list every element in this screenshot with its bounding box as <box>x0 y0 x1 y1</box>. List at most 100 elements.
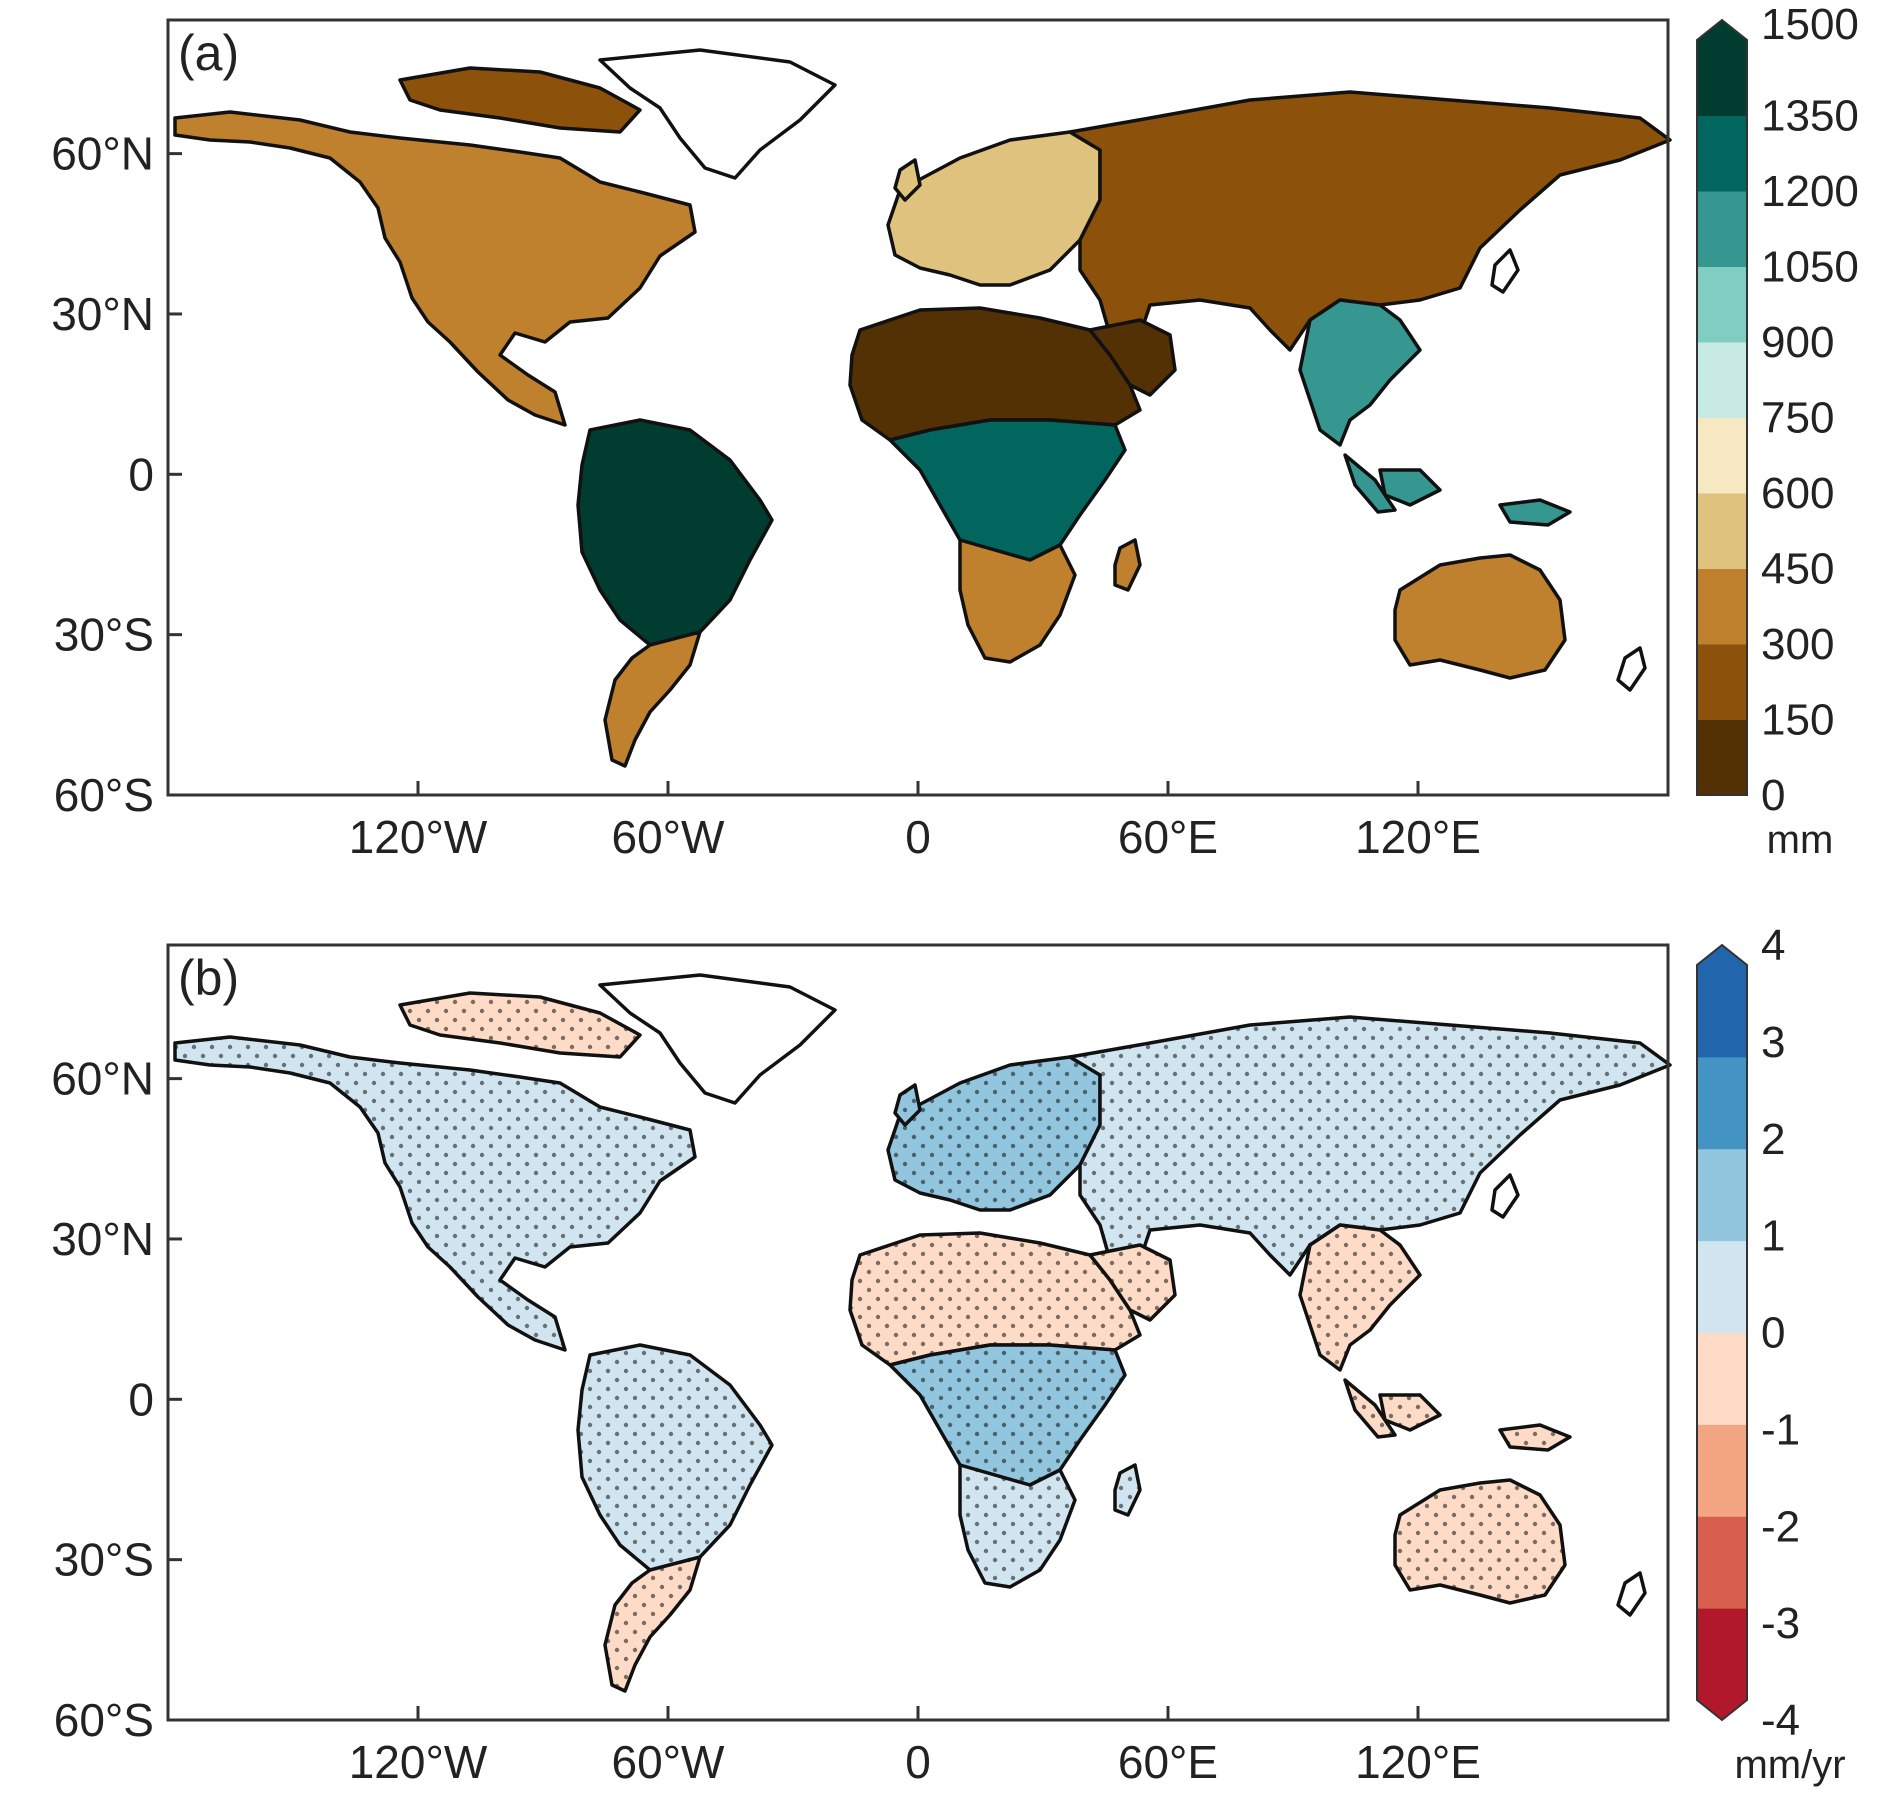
colorbar-tick-label: 300 <box>1761 620 1834 669</box>
y-tick-label: 60°S <box>54 1694 154 1746</box>
y-tick-label: 0 <box>128 1373 154 1425</box>
colorbar-tick-label: 150 <box>1761 696 1834 745</box>
x-tick-label: 0 <box>905 811 931 863</box>
colorbar-tick-label: -4 <box>1761 1696 1800 1745</box>
stipple-se_asia <box>1380 1395 1440 1430</box>
colorbar-segment <box>1697 417 1747 494</box>
land-se_asia <box>1498 498 1572 527</box>
colorbar-tick-label: 1050 <box>1761 243 1859 292</box>
stipple-central_africa <box>890 1345 1125 1485</box>
colorbar-segment <box>1697 266 1747 343</box>
stipple-southern_africa <box>1115 1465 1140 1515</box>
stipple-north_america <box>175 1037 695 1350</box>
land-central_africa <box>888 418 1127 562</box>
colorbar-segment <box>1697 191 1747 267</box>
stipple-canada <box>400 993 640 1057</box>
colorbar-tick-label: 0 <box>1761 1309 1785 1358</box>
land-north_america <box>173 110 697 427</box>
colorbar-extend-max <box>1697 20 1747 40</box>
land-islands <box>1490 248 1520 294</box>
colorbar-segment <box>1697 568 1747 645</box>
land-sahara <box>1088 318 1177 397</box>
y-tick-label: 60°N <box>51 128 154 180</box>
colorbar-segment <box>1697 1148 1747 1242</box>
colorbar: 4 3 2 1 0 -1 -2 -3 -4mm/yr <box>1696 921 1846 1787</box>
colorbar-segment <box>1697 1332 1747 1425</box>
y-tick-label: 30°S <box>54 1534 154 1586</box>
colorbar-tick-label: 3 <box>1761 1018 1785 1067</box>
colorbar-tick-label: 2 <box>1761 1115 1785 1164</box>
y-tick-label: 0 <box>128 448 154 500</box>
y-tick-label: 30°S <box>54 609 154 661</box>
stipple-sahara <box>850 1233 1140 1365</box>
colorbar-tick-label: 0 <box>1761 771 1785 820</box>
stipple-asia <box>1070 1017 1670 1275</box>
colorbar-tick-label: -1 <box>1761 1405 1800 1454</box>
colorbar-tick-label: 1 <box>1761 1212 1785 1261</box>
land-islands <box>1616 1571 1647 1617</box>
y-tick-label: 60°N <box>51 1053 154 1105</box>
land-islands <box>1490 1173 1520 1219</box>
stipple-sahara <box>1090 1245 1175 1320</box>
colorbar-segment <box>1697 493 1747 569</box>
colorbar-tick-label: 750 <box>1761 394 1834 443</box>
colorbar-segment <box>1697 644 1747 720</box>
land-south_america_south <box>603 630 702 768</box>
land-se_asia <box>1343 453 1397 514</box>
colorbar-tick-label: 450 <box>1761 545 1834 594</box>
stipple-south_america_amazon <box>578 1345 772 1575</box>
colorbar-extend-min <box>1697 1700 1747 1720</box>
y-tick-label: 60°S <box>54 769 154 821</box>
stipple-se_asia <box>1345 1380 1395 1437</box>
panel-b: (b) 60°N 30°N 0 30°S 60°S 120°W 60°W 0 60°E 120°E 4… <box>51 921 1845 1788</box>
land-europe <box>893 158 922 202</box>
stipple-south_america_south <box>605 1557 700 1691</box>
land-layer <box>173 48 1672 768</box>
colorbar-segment <box>1697 1424 1747 1517</box>
panel-a: (a) 60°N 30°N 0 30°S 60°S 120°W 60°W 0 60°E 120°E 1… <box>51 0 1859 863</box>
land-australia <box>1393 553 1567 680</box>
colorbar-tick-label: 1200 <box>1761 167 1859 216</box>
land-southern_africa <box>958 538 1077 664</box>
land-layer <box>173 973 1672 1693</box>
colorbar-tick-label: 4 <box>1761 921 1785 970</box>
x-tick-label: 120°W <box>349 811 488 863</box>
colorbar-segment <box>1697 1056 1747 1150</box>
x-tick-label: 60°W <box>612 1736 726 1788</box>
stipple-australia <box>1395 1480 1565 1603</box>
panel-label: (a) <box>178 25 239 81</box>
colorbar-tick-label: 900 <box>1761 318 1834 367</box>
land-greenland <box>598 48 837 180</box>
stipple-europe <box>888 1057 1100 1210</box>
colorbar-unit: mm <box>1767 818 1834 862</box>
colorbar-tick-label: 600 <box>1761 469 1834 518</box>
colorbar-segment <box>1697 965 1747 1058</box>
colorbar-tick-label: -3 <box>1761 1599 1800 1648</box>
land-islands <box>1616 646 1647 692</box>
colorbar-outline <box>1696 18 1748 796</box>
colorbar-segment <box>1697 40 1747 116</box>
colorbar-segment <box>1697 1240 1747 1333</box>
land-greenland <box>598 973 837 1105</box>
colorbar-unit: mm/yr <box>1734 1743 1845 1787</box>
stipple-se_asia <box>1500 1425 1570 1450</box>
colorbar-tick-label: 1350 <box>1761 92 1859 141</box>
x-tick-label: 120°E <box>1355 811 1481 863</box>
land-southern_africa <box>1113 538 1142 592</box>
y-tick-label: 30°N <box>51 288 154 340</box>
stipple-se_asia <box>1300 1225 1420 1370</box>
x-tick-label: 60°E <box>1118 811 1218 863</box>
colorbar-segment <box>1697 1608 1747 1701</box>
colorbar-extend-max <box>1697 945 1747 965</box>
colorbar-segment <box>1697 719 1747 796</box>
land-canada <box>398 66 642 134</box>
stipple-southern_africa <box>960 1465 1075 1587</box>
stipple-europe <box>895 1085 920 1125</box>
colorbar-segment <box>1697 115 1747 192</box>
colorbar-tick-label: -2 <box>1761 1502 1800 1551</box>
colorbar-segment <box>1697 342 1747 418</box>
y-tick-label: 30°N <box>51 1213 154 1265</box>
x-tick-label: 60°E <box>1118 1736 1218 1788</box>
x-tick-label: 120°E <box>1355 1736 1481 1788</box>
